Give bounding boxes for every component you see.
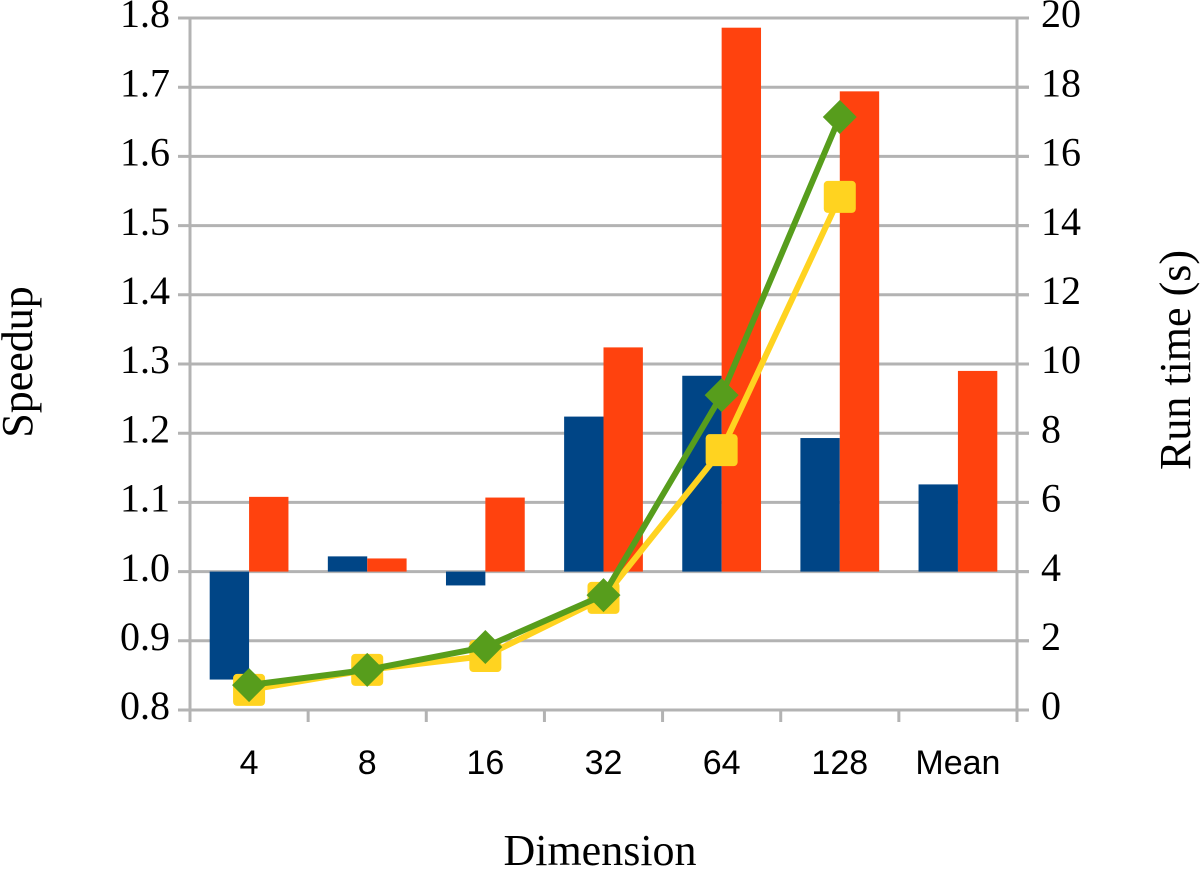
y2-tick-label: 16 [1041,130,1081,175]
y-tick-label: 1.2 [120,406,170,451]
y-tick-label: 1.5 [120,199,170,244]
y-tick-label: 1.7 [120,60,170,105]
y2-tick-label: 12 [1041,268,1081,313]
bar [721,27,762,572]
y2-tick-label: 2 [1041,614,1061,659]
y2-tick-label: 10 [1041,337,1081,382]
bar [209,571,250,680]
y-tick-label: 1.1 [120,476,170,521]
marker [822,99,857,134]
marker [468,630,503,665]
y-tick-label: 1.0 [120,545,170,590]
x-tick-label: 128 [811,744,868,782]
marker [705,434,738,467]
bar [249,496,289,572]
bar [800,438,840,572]
y2-tick-label: 14 [1041,199,1081,244]
x-tick-label: Mean [915,744,1000,782]
y-tick-label: 1.3 [120,337,170,382]
marker [823,180,856,213]
x-tick-label: 4 [240,744,259,782]
bar [957,370,998,572]
marker [704,378,739,413]
y2-tick-label: 6 [1041,476,1061,521]
y-tick-label: 1.4 [120,268,170,313]
bar [485,497,525,572]
bar [367,558,407,572]
y2-axis-label: Run time (s) [1151,250,1200,470]
line [248,115,843,689]
y2-tick-label: 20 [1041,0,1081,36]
y2-tick-label: 18 [1041,60,1081,105]
x-tick-label: 32 [585,744,623,782]
y-tick-label: 1.6 [120,130,170,175]
bar [327,556,368,572]
bar [564,416,604,572]
y2-tick-label: 0 [1041,683,1061,728]
y-tick-label: 1.8 [120,0,170,36]
marker [586,578,621,613]
marker [350,652,385,687]
y-axis-label: Speedup [0,286,42,438]
marks [209,27,998,706]
y2-tick-label: 4 [1041,545,1061,590]
x-tick-label: 64 [703,744,741,782]
y-tick-label: 0.8 [120,683,170,728]
bar [445,571,486,586]
x-tick-label: 16 [466,744,504,782]
bar [839,91,880,572]
bar [918,484,958,572]
marker [232,668,267,703]
x-axis-label: Dimension [503,826,696,875]
y2-tick-label: 8 [1041,406,1061,451]
y-tick-label: 0.9 [120,614,170,659]
x-tick-label: 8 [358,744,377,782]
